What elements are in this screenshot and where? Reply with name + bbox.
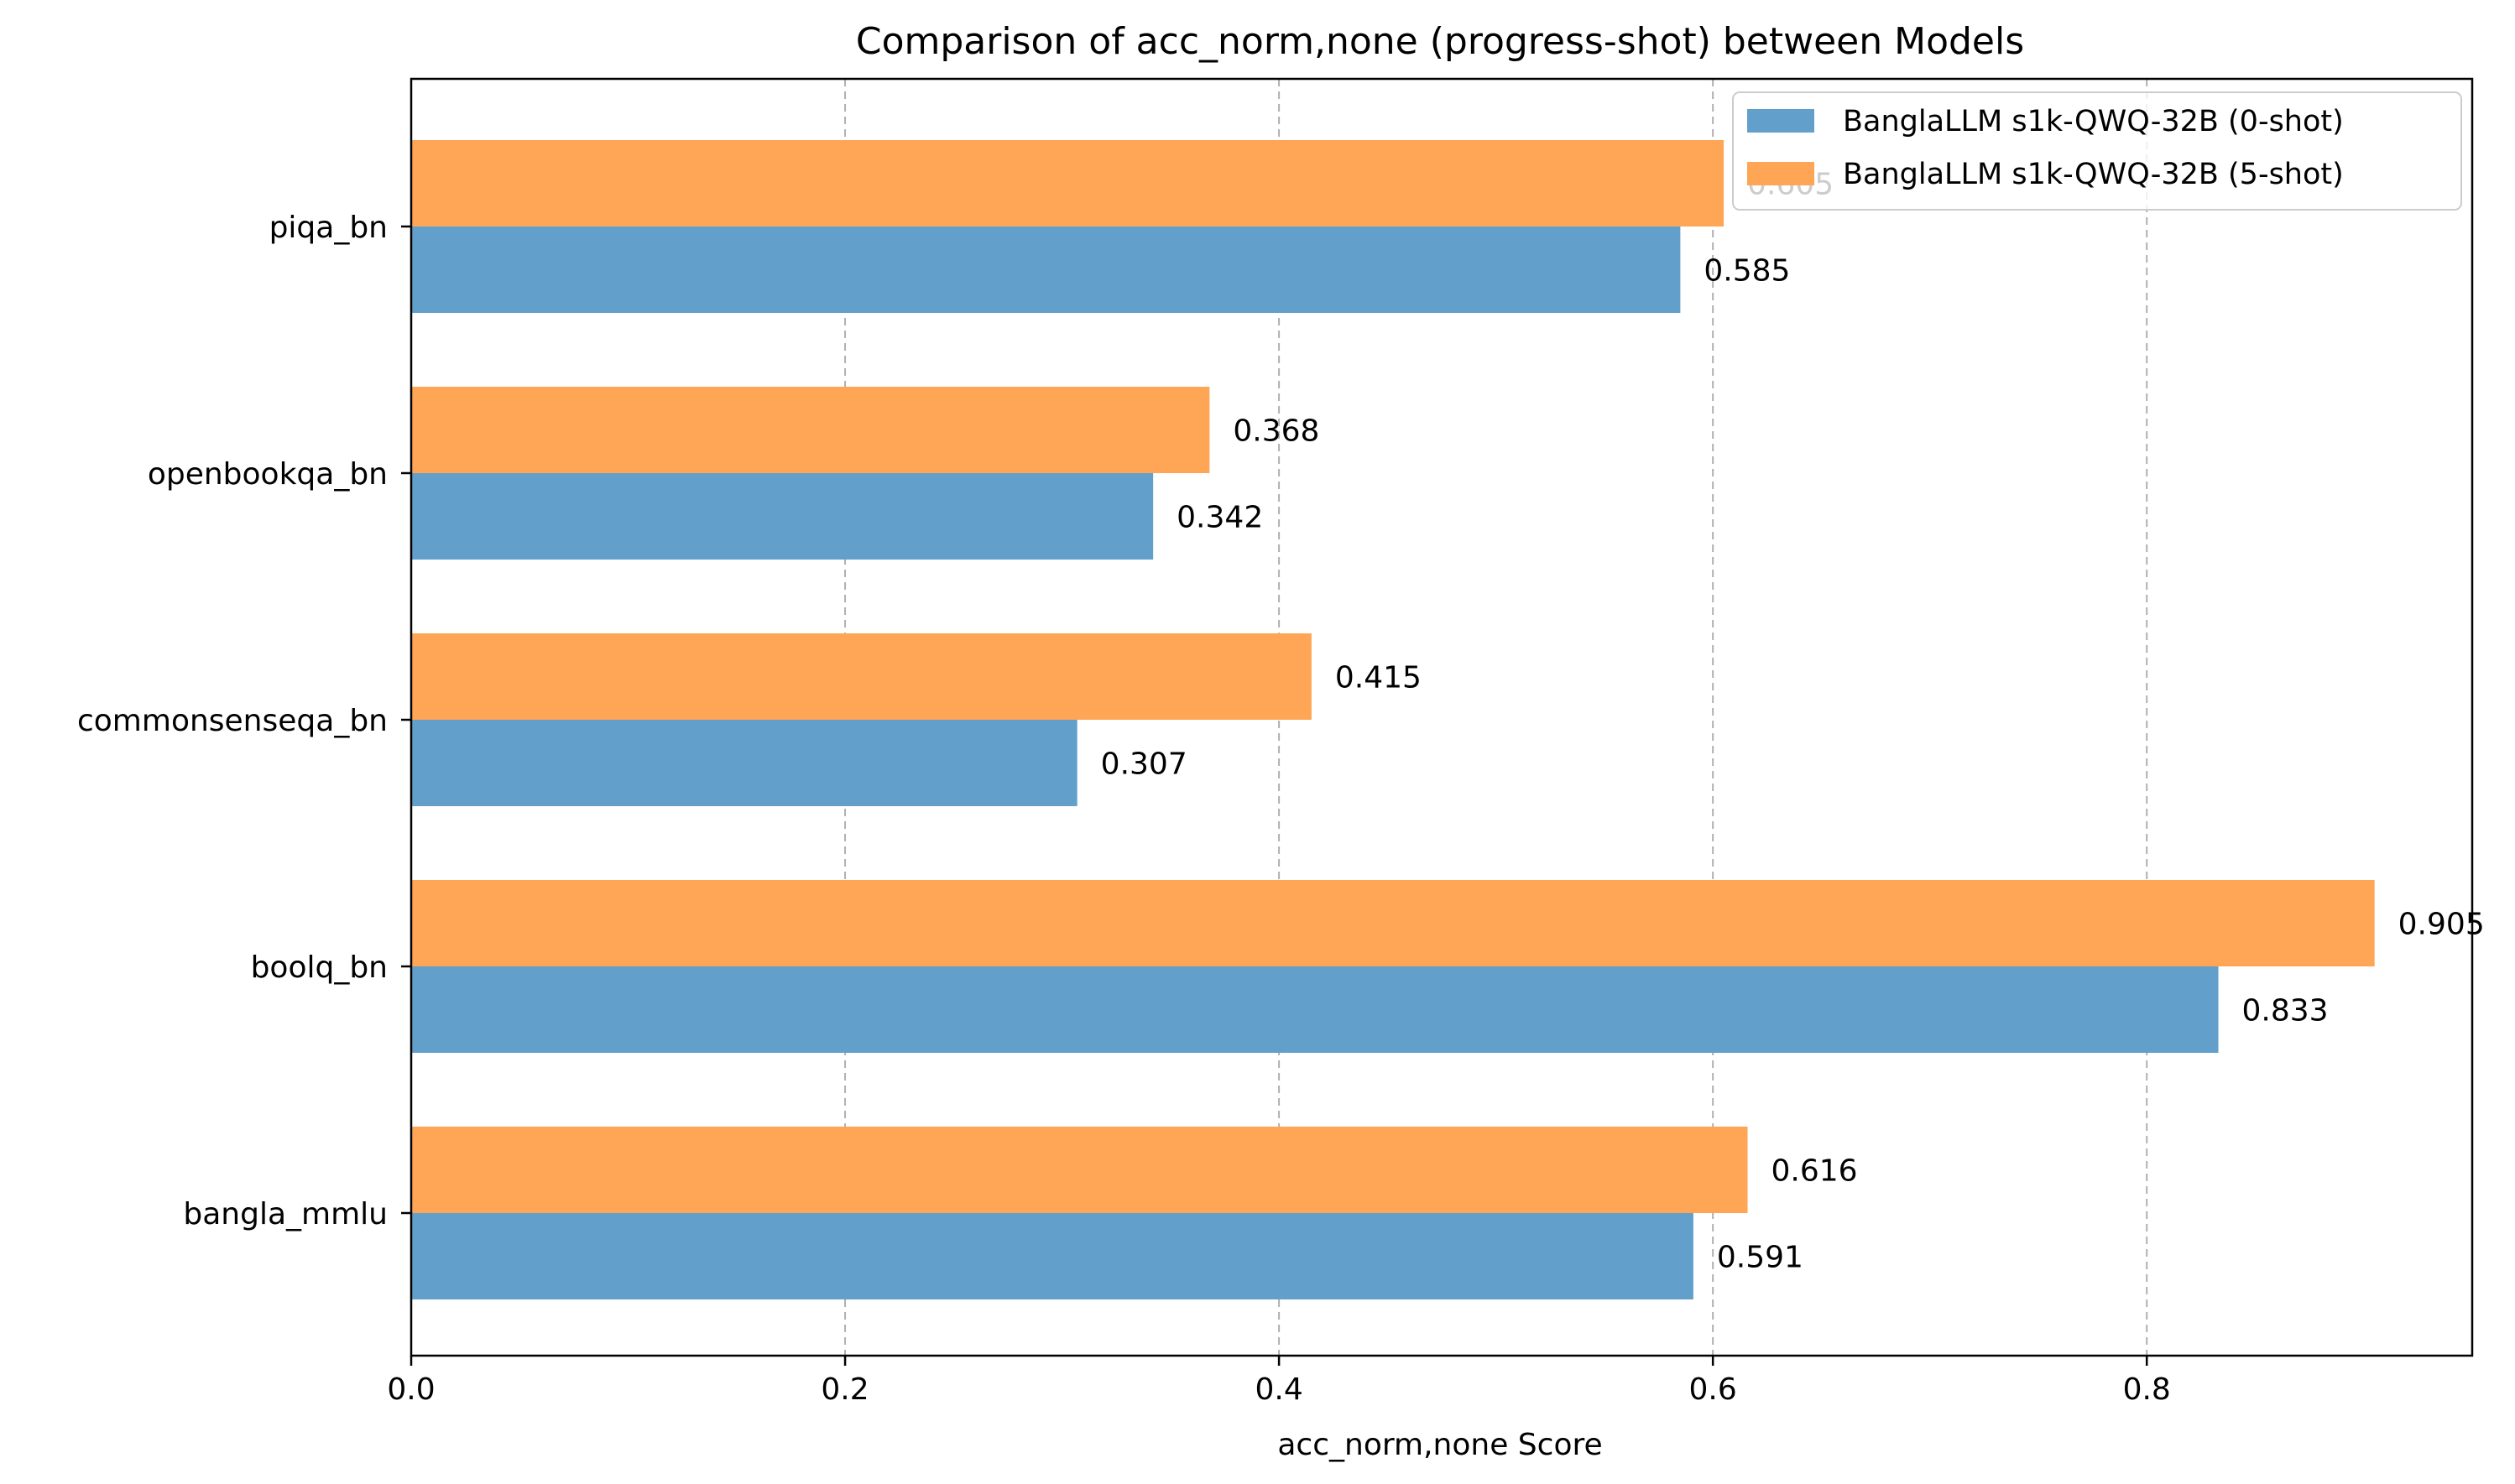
- data-label: 0.833: [2242, 994, 2329, 1028]
- data-label: 0.415: [1335, 661, 1422, 695]
- bar-boolq_bn-series-0: [411, 966, 2219, 1053]
- y-tick-label: openbookqa_bn: [148, 457, 388, 492]
- legend-swatch: [1747, 162, 1814, 185]
- y-axis-ticks: bangla_mmlu boolq_bn commonsenseqa_bn openb…: [77, 211, 411, 1231]
- x-tick-label: 0.2: [821, 1372, 869, 1407]
- bars: [411, 140, 2375, 1299]
- y-tick-label: boolq_bn: [251, 950, 388, 985]
- data-labels: 0.591 0.616 0.833 0.905 0.307 0.415 0.342 0.368…: [1101, 168, 2485, 1275]
- bar-bangla_mmlu-series-0: [411, 1213, 1693, 1299]
- x-tick-label: 0.0: [387, 1372, 435, 1407]
- x-axis-label: acc_norm,none Score: [1277, 1428, 1602, 1462]
- bar-piqa_bn-series-0: [411, 227, 1681, 313]
- data-label: 0.342: [1177, 501, 1263, 535]
- data-label: 0.585: [1704, 254, 1790, 289]
- data-label: 0.307: [1101, 747, 1187, 782]
- bar-commonsenseqa_bn-series-0: [411, 720, 1077, 806]
- legend-entry: BanglaLLM s1k-QWQ-32B (5-shot): [1843, 158, 2344, 191]
- bar-boolq_bn-series-1: [411, 880, 2375, 966]
- bar-openbookqa_bn-series-0: [411, 473, 1154, 560]
- data-label: 0.905: [2398, 908, 2485, 942]
- y-tick-label: commonsenseqa_bn: [77, 704, 388, 738]
- chart-title: Comparison of acc_norm,none (progress-sh…: [856, 20, 2024, 63]
- data-label: 0.616: [1771, 1154, 1858, 1189]
- data-label: 0.591: [1717, 1241, 1803, 1275]
- bar-piqa_bn-series-1: [411, 140, 1724, 227]
- y-tick-label: piqa_bn: [269, 211, 388, 245]
- x-tick-label: 0.4: [1255, 1372, 1302, 1407]
- plot-frame: [410, 77, 2474, 1357]
- bar-bangla_mmlu-series-1: [411, 1127, 1748, 1213]
- x-tick-label: 0.6: [1689, 1372, 1737, 1407]
- legend-entry: BanglaLLM s1k-QWQ-32B (0-shot): [1843, 105, 2344, 138]
- x-tick-label: 0.8: [2123, 1372, 2171, 1407]
- bar-commonsenseqa_bn-series-1: [411, 633, 1312, 720]
- legend: BanglaLLM s1k-QWQ-32B (0-shot) BanglaLLM …: [1732, 91, 2462, 211]
- legend-box: [1732, 91, 2462, 211]
- x-axis-ticks: 0.0 0.2 0.4 0.6 0.8: [387, 1356, 2171, 1407]
- legend-swatch: [1747, 109, 1814, 133]
- bar-openbookqa_bn-series-1: [411, 387, 1210, 473]
- data-label: 0.368: [1233, 414, 1319, 449]
- y-tick-label: bangla_mmlu: [183, 1197, 388, 1231]
